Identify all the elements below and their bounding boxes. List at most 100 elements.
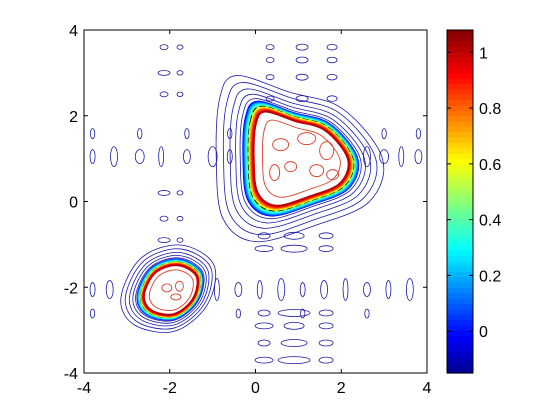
colorbar-band: [447, 292, 473, 299]
colorbar-band: [447, 362, 473, 369]
colorbar-tick-label: 0.8: [479, 101, 501, 118]
colorbar-band: [447, 62, 473, 69]
contour-plot: [89, 43, 423, 365]
plateau-contour-line: [269, 164, 281, 182]
ripple-contour-line: [158, 146, 165, 168]
contour-line: [239, 98, 362, 220]
colorbar-band: [447, 201, 473, 208]
y-tick-label: 2: [69, 109, 78, 126]
ripple-contour-line: [283, 231, 305, 240]
plateau-contour-line: [284, 161, 298, 173]
ripple-contour-line: [159, 215, 169, 222]
ripple-contour-line: [234, 282, 243, 297]
colorbar-band: [447, 40, 473, 47]
colorbar-band: [447, 163, 473, 170]
ripple-contour-line: [318, 232, 334, 240]
ripple-contour-line: [110, 146, 118, 168]
ripple-contour-line: [257, 339, 271, 347]
ripple-contour-line: [326, 95, 338, 102]
ripple-contour-line: [176, 70, 184, 76]
ripple-contour-line: [89, 308, 96, 319]
ripple-contour-line: [257, 232, 271, 240]
contour-line: [229, 88, 372, 229]
dashed-contour-line: [247, 105, 355, 212]
ripple-contour-line: [254, 356, 274, 364]
ripple-contour-line: [214, 278, 220, 301]
plateau-contour-line: [174, 280, 184, 292]
y-tick-label: 0: [69, 195, 78, 212]
colorbar-band: [447, 51, 473, 58]
ripple-contour-line: [277, 356, 311, 365]
x-tick-label: 2: [337, 380, 346, 397]
ripple-contour-line: [207, 146, 218, 168]
colorbar-band: [447, 158, 473, 165]
colorbar-band: [447, 190, 473, 197]
ripple-contour-line: [326, 43, 338, 51]
ripple-contour-line: [159, 91, 169, 98]
colorbar-band: [447, 239, 473, 245]
contour-line: [132, 255, 207, 324]
ripple-contour-line: [265, 74, 275, 81]
colorbar-band: [447, 217, 473, 224]
colorbar-band: [447, 249, 473, 256]
colorbar-band: [447, 94, 473, 101]
colorbar-tick-label: 0.6: [479, 157, 501, 174]
colorbar-band: [447, 244, 473, 251]
colorbar-tick-label: 0.2: [479, 268, 501, 285]
ripple-contour-line: [379, 149, 390, 165]
peak-region: [120, 244, 217, 333]
colorbar-band: [447, 174, 473, 181]
colorbar-band: [447, 276, 473, 283]
ripple-contour-line: [280, 339, 308, 347]
ripple-contour-line: [318, 245, 334, 253]
ripple-contour-line: [363, 282, 371, 297]
colorbar-band: [447, 137, 473, 144]
ripple-contour-line: [277, 309, 311, 317]
x-tick-label: -2: [163, 380, 177, 397]
plateau-contour-line: [170, 293, 182, 301]
colorbar-band: [447, 228, 473, 235]
ripple-contour-line: [318, 356, 334, 364]
plateau-contour-line: [309, 164, 325, 178]
ripple-contour-line: [405, 278, 414, 301]
colorbar-band: [447, 335, 473, 342]
ripple-contour-line: [318, 339, 334, 347]
colorbar-band: [447, 265, 473, 272]
colorbar-band: [447, 314, 473, 321]
colorbar-band: [447, 67, 473, 74]
colorbar-tick-label: 0: [479, 324, 488, 341]
colorbar-band: [447, 83, 473, 90]
peak-region: [215, 75, 385, 243]
ripple-contour-line: [318, 309, 334, 317]
ripple-contour-line: [105, 280, 114, 299]
colorbar-band: [447, 78, 473, 85]
colorbar-band: [447, 147, 473, 154]
colorbar-band: [447, 212, 473, 219]
ripple-contour-line: [265, 44, 275, 51]
colorbar-band: [447, 260, 473, 267]
ripple-contour-line: [299, 282, 306, 297]
ripple-contour-line: [283, 321, 305, 330]
plateau-contour-line: [148, 269, 194, 312]
x-tick-label: 0: [251, 380, 260, 397]
ripple-contour-line: [157, 237, 171, 243]
colorbar-frame: [446, 29, 474, 374]
colorbar-band: [447, 287, 473, 294]
ripple-contour-line: [157, 69, 171, 76]
contour-line: [135, 257, 205, 322]
ripple-contour-line: [254, 245, 274, 253]
ripple-contour-line: [318, 322, 334, 330]
ripple-contour-line: [89, 282, 96, 297]
ripple-contour-line: [137, 128, 143, 140]
colorbar-band: [447, 131, 473, 138]
colorbar-band: [447, 88, 473, 95]
plateau-contour-line: [319, 141, 335, 161]
ripple-contour-line: [265, 57, 275, 63]
colorbar-band: [447, 330, 473, 337]
ripple-contour-line: [295, 43, 309, 51]
colorbar-band: [447, 340, 473, 347]
colorbar-band: [447, 153, 473, 160]
axes-ticks: -4 -2 0 2 4 -4 -2 0 2 4: [64, 23, 432, 397]
colorbar-band: [447, 271, 473, 278]
